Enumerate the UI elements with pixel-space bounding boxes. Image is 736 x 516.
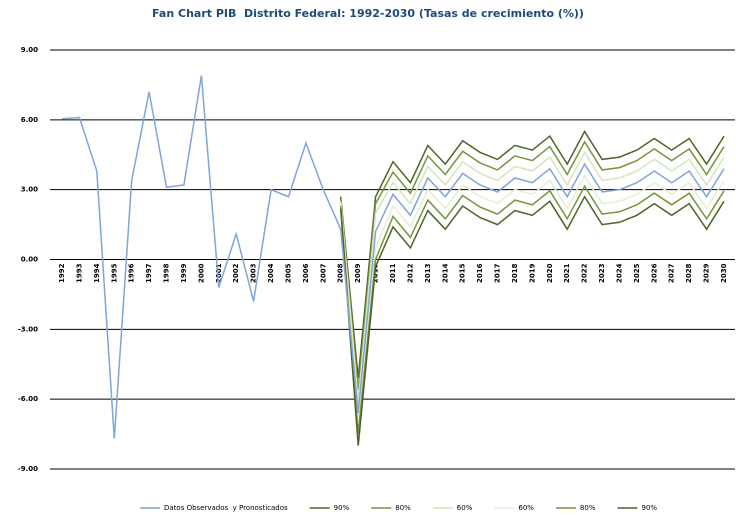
x-tick-label: 2004: [267, 263, 275, 283]
x-tick-label: 2006: [302, 263, 310, 283]
x-tick-label: 1999: [180, 263, 188, 283]
x-tick-label: 2009: [354, 263, 362, 283]
y-tick-label: -9.00: [18, 465, 38, 473]
legend-label: Datos Observados y Pronosticados: [164, 504, 288, 512]
x-tick-label: 1996: [128, 263, 136, 283]
x-tick-label: 2007: [319, 263, 327, 283]
series-line: [339, 184, 725, 435]
y-tick-label: 9.00: [21, 46, 38, 54]
x-tick-label: 2011: [389, 263, 397, 283]
series-line: [61, 75, 725, 439]
legend-label: 80%: [580, 504, 596, 512]
x-tick-label: 2026: [650, 263, 658, 283]
y-tick-label: 3.00: [21, 186, 38, 194]
x-tick-label: 2000: [197, 263, 205, 283]
legend-label: 80%: [395, 504, 411, 512]
x-tick-label: 2017: [494, 263, 502, 283]
series-line: [339, 174, 725, 423]
x-tick-label: 2020: [546, 263, 554, 283]
x-tick-label: 2005: [284, 263, 292, 283]
y-tick-label: 6.00: [21, 116, 38, 124]
x-tick-label: 1992: [58, 263, 66, 283]
x-tick-label: 1994: [93, 263, 101, 283]
series-line: [339, 150, 725, 402]
series-line: [339, 195, 725, 446]
x-tick-label: 1995: [110, 263, 118, 283]
x-tick-label: 2014: [441, 263, 449, 283]
x-tick-label: 2028: [685, 263, 693, 283]
x-tick-label: 2015: [459, 263, 467, 283]
x-tick-label: 2016: [476, 263, 484, 283]
y-tick-label: -6.00: [18, 395, 38, 403]
series-line: [339, 140, 725, 390]
x-tick-label: 2027: [668, 263, 676, 283]
series-line: [339, 130, 725, 379]
x-tick-label: 1993: [75, 263, 83, 283]
x-tick-label: 2001: [215, 263, 223, 283]
x-tick-label: 1997: [145, 263, 153, 283]
x-tick-label: 2029: [703, 263, 711, 283]
legend-label: 90%: [334, 504, 350, 512]
legend-label: 60%: [457, 504, 473, 512]
x-tick-label: 2025: [633, 263, 641, 283]
x-tick-label: 2019: [528, 263, 536, 283]
x-tick-label: 2002: [232, 263, 240, 283]
x-tick-label: 1998: [163, 263, 171, 283]
x-tick-label: 2003: [250, 263, 258, 283]
x-tick-label: 2018: [511, 263, 519, 283]
legend-label: 90%: [641, 504, 657, 512]
x-tick-label: 2030: [720, 263, 728, 283]
chart-title: Fan Chart PIB Distrito Federal: 1992-203…: [152, 7, 584, 20]
x-tick-label: 2022: [581, 263, 589, 283]
x-tick-label: 2012: [406, 263, 414, 283]
x-tick-label: 2008: [337, 263, 345, 283]
y-tick-label: 0.00: [21, 256, 38, 264]
x-tick-label: 2024: [615, 263, 623, 283]
x-tick-label: 2023: [598, 263, 606, 283]
y-tick-label: -3.00: [18, 325, 38, 333]
x-tick-label: 2013: [424, 263, 432, 283]
x-tick-label: 2021: [563, 263, 571, 283]
legend-label: 60%: [518, 504, 534, 512]
